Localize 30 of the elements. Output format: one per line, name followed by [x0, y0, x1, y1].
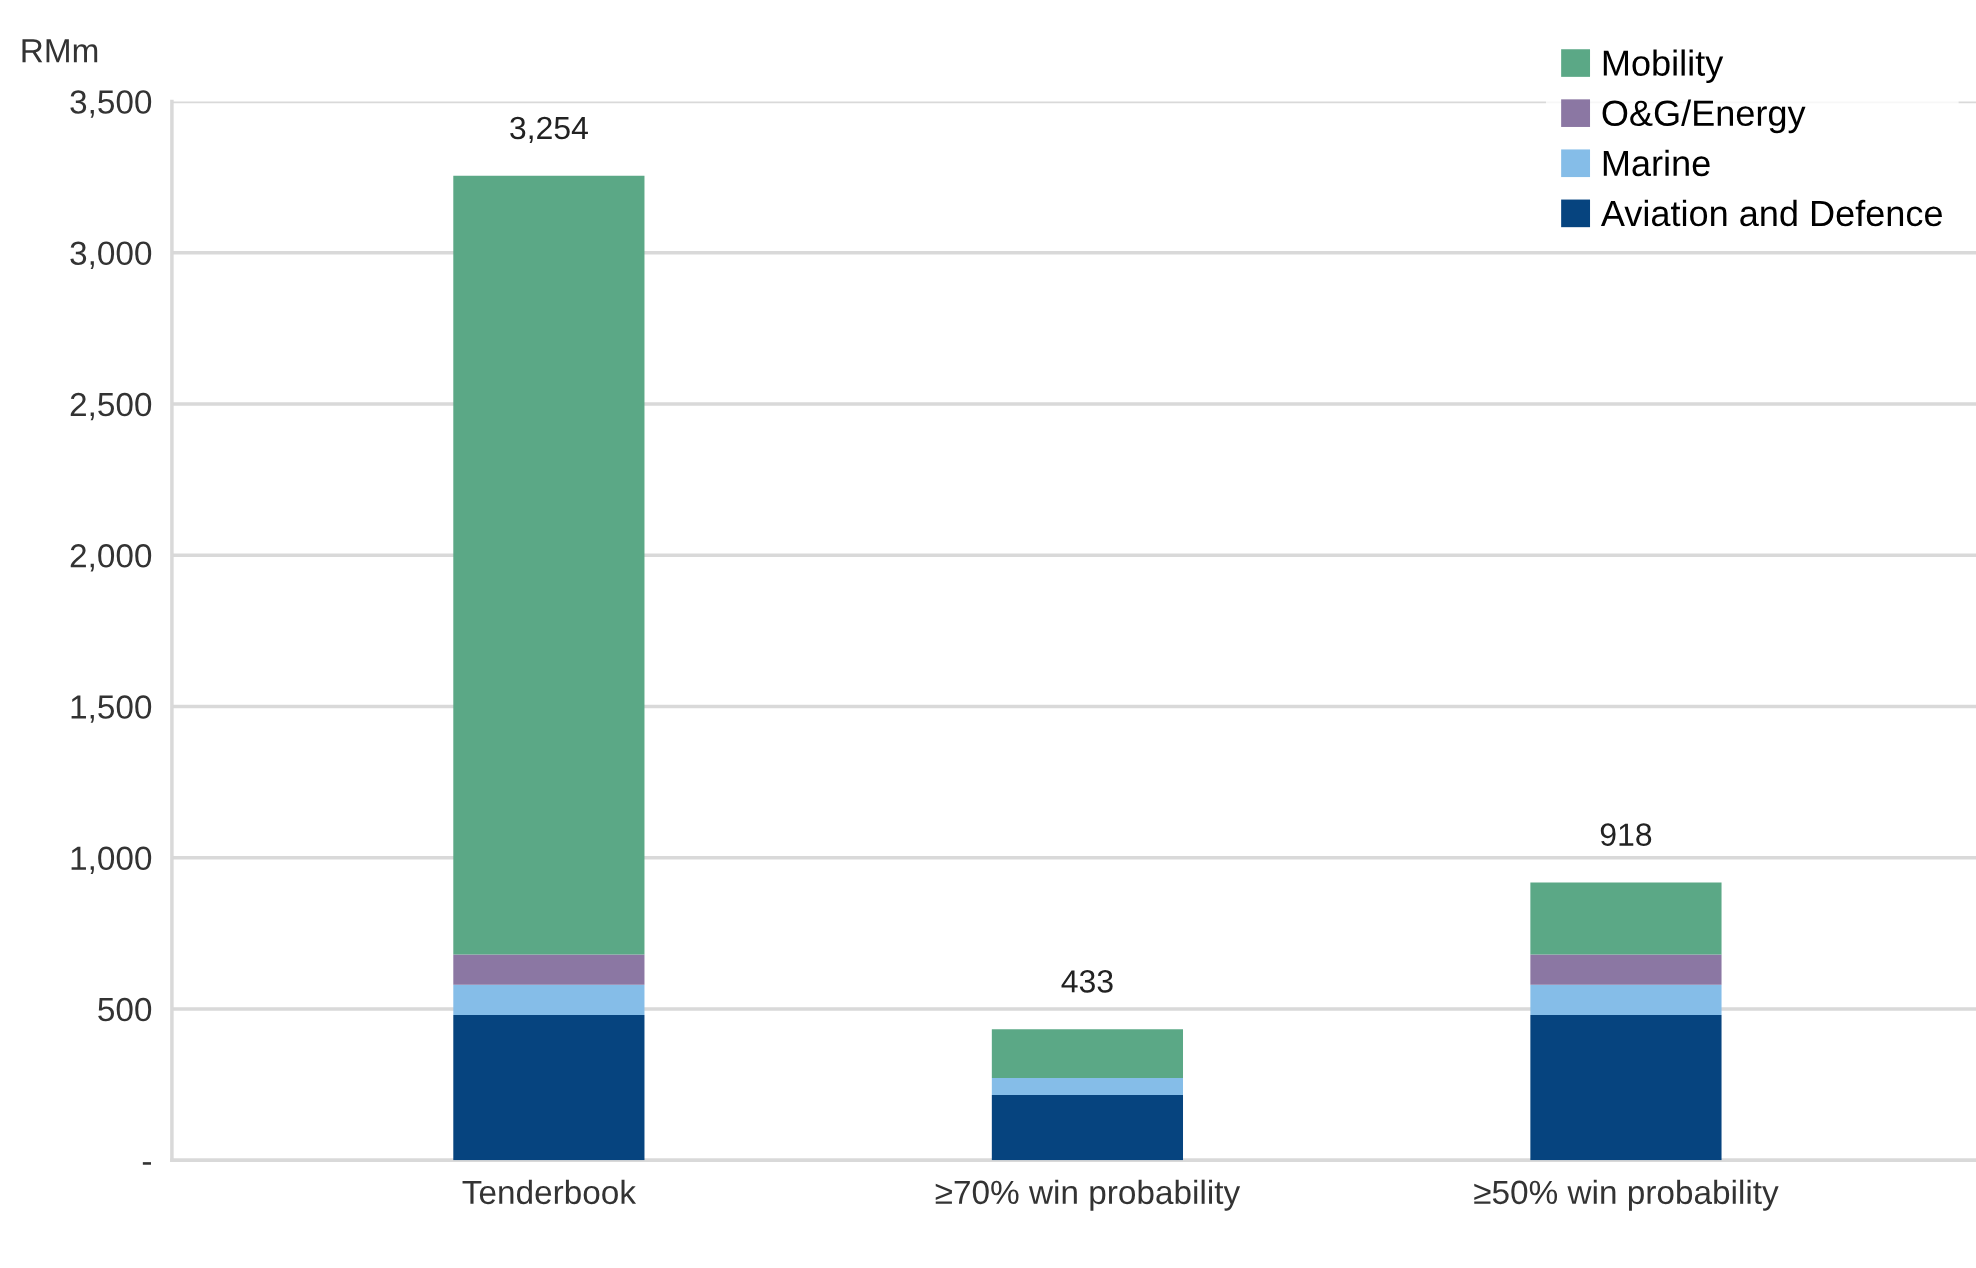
- y-tick-label: 500: [98, 997, 152, 1022]
- legend-label: Mobility: [1603, 49, 1724, 84]
- bar: [1530, 984, 1722, 1016]
- y-tick-label: -: [142, 1162, 151, 1165]
- bar: [1530, 1015, 1722, 1161]
- bar: [453, 1015, 645, 1161]
- bar: [1530, 954, 1722, 985]
- total-label: 918: [1600, 823, 1652, 846]
- y-tick-label: 1,500: [71, 695, 152, 723]
- bar: [991, 1094, 1184, 1161]
- bar: [453, 175, 645, 955]
- x-tick-label: ≥50% win probability: [1474, 1179, 1779, 1211]
- legend-label: Marine: [1603, 149, 1710, 177]
- bar: [991, 1029, 1184, 1078]
- total-label: 433: [1061, 970, 1113, 993]
- legend-label: Aviation and Defence: [1600, 199, 1942, 227]
- y-tick-label: 2,500: [70, 392, 152, 421]
- bar: [453, 984, 645, 1016]
- y-tick-label: 1,000: [71, 846, 152, 875]
- y-tick-label: 2,000: [70, 544, 152, 572]
- y-tick-label: 3,500: [70, 90, 152, 118]
- legend-label: O&G/Energy: [1602, 99, 1806, 134]
- x-tick-label: Tenderbook: [462, 1179, 637, 1205]
- total-label: 3,254: [510, 116, 588, 144]
- bar: [1530, 882, 1722, 955]
- y-axis-title: RMm: [22, 39, 98, 63]
- bar: [991, 1077, 1184, 1095]
- bar: [453, 954, 645, 985]
- y-tick-label: 3,000: [70, 241, 152, 270]
- x-tick-label: ≥70% win probability: [935, 1179, 1241, 1211]
